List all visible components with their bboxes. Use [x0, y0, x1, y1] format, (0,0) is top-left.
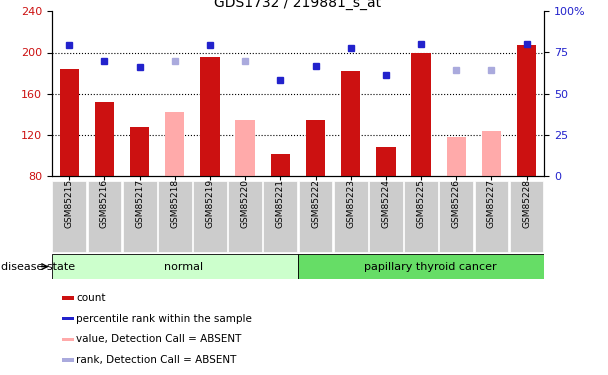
FancyBboxPatch shape	[334, 181, 368, 252]
FancyBboxPatch shape	[123, 181, 156, 252]
Bar	[60, 69, 79, 176]
FancyBboxPatch shape	[88, 181, 122, 252]
Text: normal: normal	[164, 262, 203, 272]
Title: GDS1732 / 219881_s_at: GDS1732 / 219881_s_at	[215, 0, 381, 10]
Text: percentile rank within the sample: percentile rank within the sample	[76, 314, 252, 324]
Text: GSM85227: GSM85227	[487, 179, 496, 228]
Text: GSM85216: GSM85216	[100, 179, 109, 228]
Bar	[61, 358, 74, 362]
Bar	[271, 154, 290, 176]
Text: GSM85220: GSM85220	[241, 179, 250, 228]
FancyBboxPatch shape	[440, 181, 473, 252]
Text: disease state: disease state	[1, 262, 75, 272]
Bar	[95, 102, 114, 176]
Text: GSM85228: GSM85228	[522, 179, 531, 228]
Text: count: count	[76, 293, 106, 303]
FancyBboxPatch shape	[474, 181, 508, 252]
Text: GSM85225: GSM85225	[416, 179, 426, 228]
FancyBboxPatch shape	[228, 181, 262, 252]
Text: GSM85221: GSM85221	[276, 179, 285, 228]
FancyBboxPatch shape	[263, 181, 297, 252]
FancyBboxPatch shape	[158, 181, 192, 252]
Bar	[165, 112, 184, 176]
Text: GSM85224: GSM85224	[381, 179, 390, 228]
Bar	[306, 120, 325, 176]
FancyBboxPatch shape	[299, 181, 333, 252]
FancyBboxPatch shape	[298, 254, 562, 279]
Bar	[61, 317, 74, 320]
FancyBboxPatch shape	[52, 181, 86, 252]
Bar	[517, 45, 536, 176]
FancyBboxPatch shape	[52, 254, 298, 279]
Text: rank, Detection Call = ABSENT: rank, Detection Call = ABSENT	[76, 355, 237, 365]
FancyBboxPatch shape	[510, 181, 544, 252]
Text: GSM85226: GSM85226	[452, 179, 461, 228]
Text: GSM85215: GSM85215	[65, 179, 74, 228]
Bar	[341, 71, 361, 176]
Bar	[446, 137, 466, 176]
Text: GSM85218: GSM85218	[170, 179, 179, 228]
Bar	[61, 338, 74, 341]
Bar	[412, 53, 430, 176]
Bar	[130, 127, 150, 176]
Bar	[235, 120, 255, 176]
Bar	[376, 147, 396, 176]
FancyBboxPatch shape	[404, 181, 438, 252]
Text: value, Detection Call = ABSENT: value, Detection Call = ABSENT	[76, 334, 241, 344]
Bar	[200, 57, 219, 176]
Text: GSM85223: GSM85223	[346, 179, 355, 228]
Bar	[482, 131, 501, 176]
Text: GSM85222: GSM85222	[311, 179, 320, 228]
Text: GSM85217: GSM85217	[135, 179, 144, 228]
Text: GSM85219: GSM85219	[206, 179, 215, 228]
FancyBboxPatch shape	[193, 181, 227, 252]
Text: papillary thyroid cancer: papillary thyroid cancer	[364, 262, 496, 272]
Bar	[61, 297, 74, 300]
FancyBboxPatch shape	[369, 181, 402, 252]
